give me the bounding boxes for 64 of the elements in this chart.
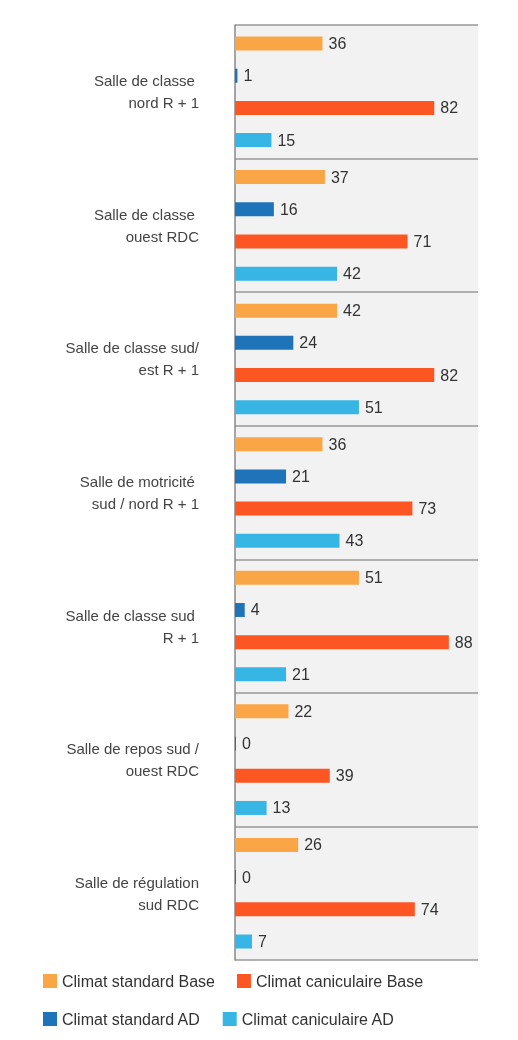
data-label: 36 bbox=[328, 34, 347, 52]
bar bbox=[235, 635, 449, 650]
data-label: 74 bbox=[420, 900, 439, 918]
data-label: 15 bbox=[277, 131, 296, 149]
bar bbox=[235, 202, 274, 217]
data-label: 0 bbox=[242, 735, 251, 753]
bar bbox=[235, 234, 408, 249]
data-label: 22 bbox=[294, 702, 313, 720]
data-label: 42 bbox=[343, 302, 361, 320]
data-label: 82 bbox=[440, 99, 459, 117]
data-label: 21 bbox=[292, 665, 310, 683]
legend-label: Climat caniculaire AD bbox=[241, 1010, 394, 1028]
bar bbox=[235, 570, 359, 585]
data-label: 39 bbox=[335, 767, 354, 785]
data-label: 0 bbox=[242, 868, 251, 886]
bar bbox=[235, 303, 338, 318]
legend-label: Climat standard AD bbox=[62, 1010, 200, 1028]
data-label: 4 bbox=[250, 601, 260, 619]
y-tick-label: Salle de repos sud / ouest RDC bbox=[66, 740, 200, 780]
y-tick-label: Salle de classe sud R + 1 bbox=[65, 606, 199, 646]
bar bbox=[235, 501, 413, 516]
legend-label: Climat standard Base bbox=[62, 972, 216, 990]
bar bbox=[235, 335, 294, 350]
data-label: 71 bbox=[413, 232, 432, 250]
data-label: 42 bbox=[343, 265, 361, 283]
data-label: 24 bbox=[299, 334, 318, 352]
data-label: 43 bbox=[345, 532, 364, 550]
bar bbox=[235, 837, 299, 852]
data-label: 37 bbox=[330, 168, 349, 186]
bar bbox=[235, 602, 245, 617]
data-label: 36 bbox=[328, 435, 347, 453]
data-label: 51 bbox=[364, 569, 383, 587]
data-label: 82 bbox=[440, 366, 459, 384]
data-label: 51 bbox=[364, 398, 383, 416]
data-label: 1 bbox=[243, 67, 253, 85]
bar bbox=[235, 133, 272, 148]
data-label: 7 bbox=[258, 933, 268, 951]
bar bbox=[235, 667, 287, 682]
y-tick-label: Salle de motricité sud / nord R + 1 bbox=[79, 473, 199, 512]
data-label: 16 bbox=[279, 200, 298, 218]
bar bbox=[235, 768, 330, 783]
bar bbox=[235, 469, 287, 484]
data-label: 73 bbox=[418, 500, 437, 518]
data-label: 21 bbox=[292, 467, 310, 485]
y-tick-label: Salle de classe sud/est R + 1 bbox=[65, 339, 200, 379]
data-label: 13 bbox=[272, 799, 291, 817]
legend-label: Climat caniculaire Base bbox=[255, 972, 424, 990]
bar bbox=[235, 266, 338, 281]
bar bbox=[235, 800, 267, 815]
y-tick-label: Salle de classe nord R + 1 bbox=[93, 72, 199, 112]
bar bbox=[235, 36, 323, 51]
y-tick-label: Salle de classe ouest RDC bbox=[93, 205, 200, 245]
data-label: 26 bbox=[304, 836, 323, 854]
bar bbox=[235, 100, 435, 115]
bar bbox=[235, 533, 340, 548]
bar bbox=[235, 368, 435, 383]
bar bbox=[235, 437, 323, 452]
bar bbox=[235, 902, 415, 917]
y-tick-label: Salle de régulation sud RDC bbox=[74, 873, 200, 913]
bar bbox=[235, 400, 359, 415]
data-label: 88 bbox=[454, 633, 473, 651]
bar bbox=[235, 704, 289, 719]
bar bbox=[235, 170, 325, 185]
bar bbox=[235, 934, 253, 949]
